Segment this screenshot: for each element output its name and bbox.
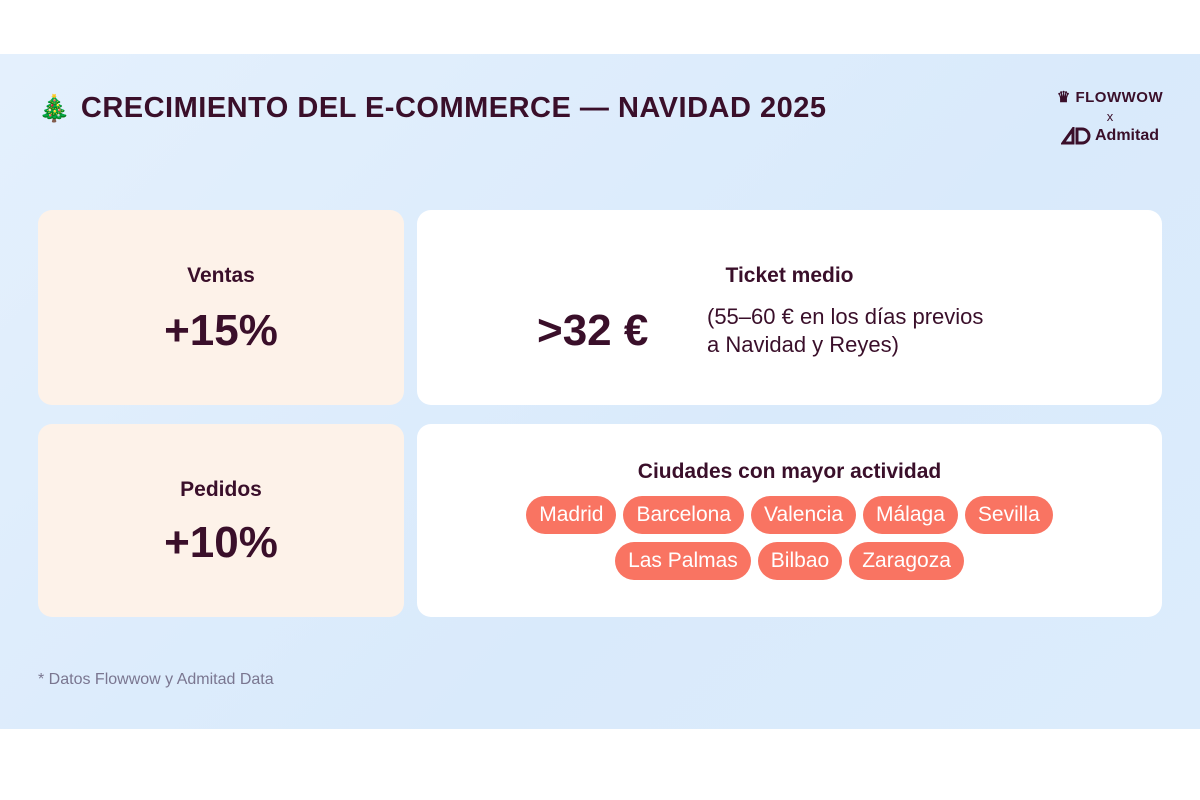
christmas-tree-icon: 🎄 (38, 93, 71, 123)
ticket-note: (55–60 € en los días previos a Navidad y… (707, 304, 984, 357)
city-pill: Bilbao (757, 542, 843, 580)
city-pill: Las Palmas (615, 542, 751, 580)
ventas-card: Ventas +15% (38, 210, 404, 405)
ticket-value: >32 € (537, 306, 649, 355)
city-pill: Málaga (863, 496, 958, 534)
flowwow-logo: ♛ FLOWWOW (1056, 89, 1164, 106)
ticket-card: Ticket medio >32 € (55–60 € en los días … (417, 210, 1162, 405)
ciudades-label: Ciudades con mayor actividad (637, 460, 942, 483)
city-pills: Madrid Barcelona Valencia Málaga Sevilla… (417, 496, 1162, 580)
ticket-label: Ticket medio (725, 264, 854, 287)
ventas-value: +15% (164, 306, 278, 355)
admitad-mark-icon (1061, 127, 1091, 145)
pedidos-label: Pedidos (180, 478, 262, 501)
footnote: * Datos Flowwow y Admitad Data (38, 671, 274, 688)
partner-logos: ♛ FLOWWOW x Admitad (1040, 88, 1180, 145)
city-pill: Barcelona (623, 496, 744, 534)
tulip-icon: ♛ (1056, 89, 1071, 106)
logo-separator: x (1106, 109, 1114, 124)
pedidos-value: +10% (164, 518, 278, 567)
ventas-label: Ventas (187, 264, 255, 287)
pedidos-card: Pedidos +10% (38, 424, 404, 617)
city-pill: Sevilla (964, 496, 1053, 534)
city-pill: Madrid (526, 496, 617, 534)
admitad-logo: Admitad (1040, 127, 1180, 145)
ciudades-card: Ciudades con mayor actividad Madrid Barc… (417, 424, 1162, 617)
title-text: CRECIMIENTO DEL E-COMMERCE — NAVIDAD 202… (80, 92, 827, 124)
page-title: 🎄 CRECIMIENTO DEL E-COMMERCE — NAVIDAD 2… (38, 92, 826, 125)
city-pill: Zaragoza (849, 542, 964, 580)
city-pill: Valencia (751, 496, 856, 534)
